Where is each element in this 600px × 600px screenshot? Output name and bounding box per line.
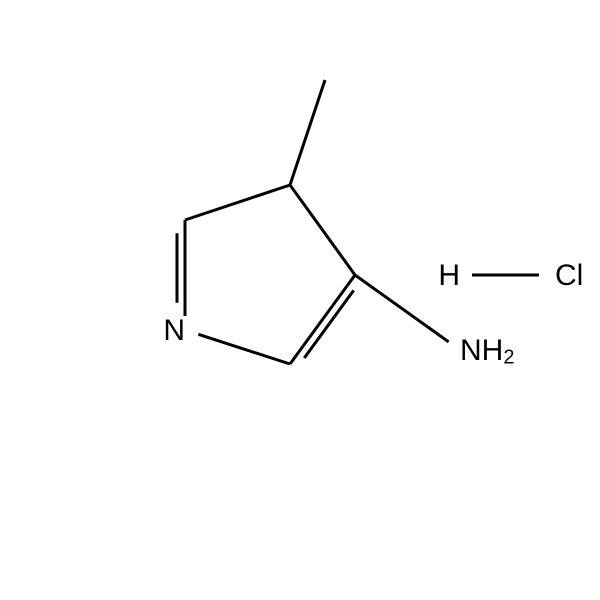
- bond: [304, 290, 353, 358]
- atom-label-NH2: NH2: [460, 334, 514, 369]
- bond: [185, 185, 290, 220]
- bond: [290, 275, 355, 364]
- bond: [355, 275, 449, 342]
- atom-label-Cl: Cl: [555, 259, 583, 292]
- molecule-canvas: N NH2 H Cl: [0, 0, 600, 600]
- bond: [290, 185, 355, 275]
- atom-label-N3: N: [163, 314, 185, 347]
- atom-label-H: H: [438, 259, 460, 292]
- bond: [290, 80, 325, 185]
- bond: [198, 334, 290, 364]
